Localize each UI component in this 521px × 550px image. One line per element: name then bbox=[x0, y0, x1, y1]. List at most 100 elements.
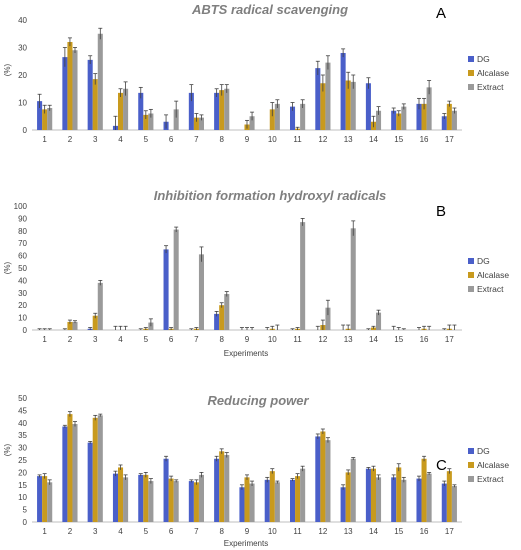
panel-c-legend-label-dg: DG bbox=[477, 446, 490, 456]
panel-c-bar-dg-6 bbox=[163, 458, 169, 522]
panel-c-error-bar-extract-13 bbox=[351, 457, 356, 460]
panel-b-y-tick-7: 70 bbox=[18, 239, 27, 248]
panel-a-error-bar-alcalase-9 bbox=[245, 119, 249, 129]
panel-a-bar-dg-7 bbox=[188, 92, 194, 130]
panel-a-bar-dg-16 bbox=[416, 103, 422, 130]
panel-c-error-bar-dg-14 bbox=[366, 467, 371, 470]
panel-c-error-bar-extract-3 bbox=[98, 413, 103, 417]
panel-a-bar-dg-12 bbox=[315, 68, 321, 130]
panel-b-x-tick-8: 8 bbox=[219, 335, 224, 344]
panel-c-y-tick-2: 10 bbox=[18, 493, 27, 502]
panel-a-x-tick-15: 15 bbox=[394, 135, 403, 144]
panel-a-error-bar-alcalase-13 bbox=[346, 71, 351, 89]
panel-a-error-bar-extract-2 bbox=[73, 47, 77, 53]
panel-b-error-bar-dg-8 bbox=[214, 310, 219, 317]
panel-b-y-tick-3: 30 bbox=[18, 289, 27, 298]
panel-a-error-bar-alcalase-15 bbox=[396, 110, 401, 117]
panel-a-error-bar-extract-5 bbox=[148, 108, 153, 118]
panel-b-y-tick-0: 0 bbox=[23, 326, 28, 335]
panel-b-letter: B bbox=[436, 203, 446, 220]
panel-a-bar-dg-17 bbox=[441, 116, 447, 130]
panel-b-error-bar-dg-4 bbox=[113, 325, 118, 330]
panel-b-bar-alcalase-2 bbox=[67, 321, 73, 330]
panel-c-x-tick-10: 10 bbox=[268, 527, 277, 536]
panel-b-error-bar-alcalase-10 bbox=[270, 325, 275, 330]
panel-a-error-bar-extract-11 bbox=[300, 99, 305, 108]
panel-a-x-tick-7: 7 bbox=[194, 135, 199, 144]
panel-b-error-bar-extract-12 bbox=[325, 299, 330, 316]
panel-a-x-ticks: 1 2 3 4 5 6 7 8 9 10 11 12 13 14 15 16 17 bbox=[42, 135, 454, 144]
panel-a-title: ABTS radical scavenging bbox=[191, 2, 348, 17]
panel-a-error-bar-dg-7 bbox=[189, 84, 194, 102]
panel-a-bar-dg-14 bbox=[365, 83, 371, 130]
panel-b-legend-swatch-extract bbox=[468, 286, 474, 292]
panel-c-error-bar-extract-2 bbox=[73, 421, 77, 427]
panel-c-bar-extract-12 bbox=[325, 440, 331, 522]
panel-c-error-bar-dg-8 bbox=[214, 455, 219, 462]
panel-c-y-axis-label: (%) bbox=[3, 443, 12, 456]
panel-c-legend-label-alcalase: Alcalase bbox=[477, 460, 509, 470]
panel-c-x-tick-5: 5 bbox=[144, 527, 149, 536]
panel-a-bar-alcalase-12 bbox=[320, 83, 326, 130]
panel-c-bar-alcalase-3 bbox=[92, 417, 98, 522]
panel-a-bar-extract-12 bbox=[325, 62, 331, 130]
panel-a-error-bar-extract-17 bbox=[452, 107, 457, 114]
panel-c-bar-alcalase-14 bbox=[370, 468, 376, 522]
panel-b-error-bar-extract-4 bbox=[123, 325, 128, 330]
panel-b-bar-extract-11 bbox=[300, 222, 306, 330]
panel-a-error-bar-alcalase-8 bbox=[219, 84, 224, 96]
panel-b-error-bar-extract-6 bbox=[174, 226, 179, 233]
panel-a-bar-extract-10 bbox=[274, 103, 280, 130]
panel-b-x-ticks: 1 2 3 4 5 6 7 8 9 10 11 12 13 14 15 16 17 bbox=[42, 335, 454, 344]
panel-b-error-bar-extract-5 bbox=[148, 318, 153, 327]
panel-a-x-tick-4: 4 bbox=[118, 135, 123, 144]
panel-c-bar-extract-10 bbox=[274, 482, 280, 522]
panel-b-error-bar-dg-13 bbox=[341, 324, 346, 330]
panel-c-x-tick-17: 17 bbox=[445, 527, 454, 536]
panel-a-error-bar-alcalase-3 bbox=[93, 73, 98, 85]
panel-c-bar-extract-9 bbox=[249, 483, 255, 522]
panel-b-error-bar-extract-16 bbox=[427, 325, 432, 330]
panel-c-bar-alcalase-16 bbox=[421, 458, 427, 522]
panel-b-error-bar-extract-2 bbox=[73, 320, 77, 324]
panel-a-error-bar-dg-17 bbox=[442, 113, 447, 119]
panel-a-error-bar-alcalase-14 bbox=[371, 115, 376, 128]
panel-c-bar-extract-16 bbox=[426, 473, 432, 522]
panel-c-error-bar-extract-5 bbox=[148, 478, 153, 484]
panel-c-bar-alcalase-9 bbox=[244, 477, 250, 522]
panel-a-error-bar-alcalase-5 bbox=[143, 110, 148, 119]
panel-c-error-bar-dg-17 bbox=[442, 480, 447, 487]
panel-b-bar-dg-6 bbox=[163, 249, 169, 330]
panel-a-error-bar-alcalase-17 bbox=[447, 100, 452, 107]
panel-c-bar-extract-6 bbox=[173, 481, 179, 522]
panel-b-bar-extract-2 bbox=[72, 321, 78, 330]
panel-c-error-bar-extract-4 bbox=[123, 474, 128, 480]
panel-b-x-tick-7: 7 bbox=[194, 335, 199, 344]
panel-b-legend-label-alcalase: Alcalase bbox=[477, 270, 509, 280]
panel-c-error-bar-alcalase-9 bbox=[245, 474, 249, 480]
panel-a-y-tick-1: 10 bbox=[18, 99, 27, 108]
panel-a-legend-label-dg: DG bbox=[477, 54, 490, 64]
panel-c-y-tick-7: 35 bbox=[18, 431, 27, 440]
panel-c-error-bar-alcalase-1 bbox=[42, 473, 47, 479]
panel-a-y-tick-2: 20 bbox=[18, 71, 27, 80]
panel-c-y-tick-0: 0 bbox=[23, 518, 28, 527]
panel-c-x-tick-16: 16 bbox=[420, 527, 429, 536]
panel-c-letter: C bbox=[436, 457, 447, 474]
panel-a-x-tick-9: 9 bbox=[245, 135, 250, 144]
panel-a-bar-dg-13 bbox=[340, 53, 346, 130]
panel-c-error-bar-dg-7 bbox=[189, 479, 194, 483]
panel-c-error-bar-dg-2 bbox=[62, 424, 67, 428]
panel-c-bar-dg-13 bbox=[340, 487, 346, 522]
panel-c-bar-dg-5 bbox=[138, 474, 144, 522]
panel-a-bar-alcalase-7 bbox=[193, 117, 199, 130]
panel-b-y-tick-9: 90 bbox=[18, 214, 27, 223]
panel-b-error-bar-alcalase-15 bbox=[396, 327, 401, 330]
panel-c-error-bar-extract-14 bbox=[376, 474, 381, 480]
panel-c-y-tick-6: 30 bbox=[18, 444, 27, 453]
panel-a-error-bar-extract-15 bbox=[401, 103, 406, 110]
panel-b-error-bar-extract-1 bbox=[47, 328, 52, 330]
panel-c-bar-dg-10 bbox=[264, 479, 270, 522]
panel-c-bar-alcalase-10 bbox=[269, 471, 275, 522]
panel-c-bar-alcalase-5 bbox=[143, 474, 149, 522]
